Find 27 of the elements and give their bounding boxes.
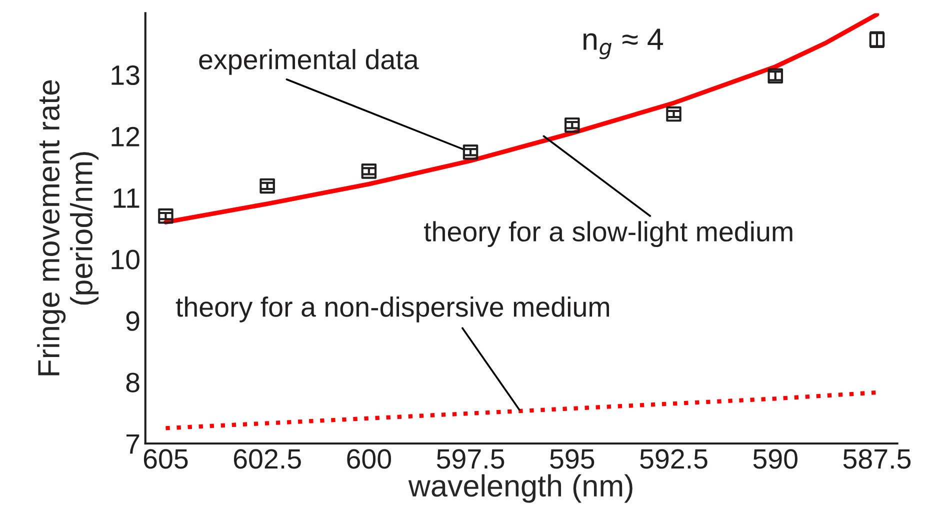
- x-axis-title: wavelength (nm): [408, 474, 632, 503]
- y-tick-label: 7: [126, 434, 140, 454]
- annotation: n$_{g}$ ≈ 4: [584, 28, 664, 60]
- point: [666, 106, 682, 122]
- y-axis-title: Fringe movement rate (period/nm): [37, 80, 99, 376]
- point: [564, 117, 580, 133]
- y-tick-label: 10: [112, 250, 140, 270]
- y-tick-label: 13: [112, 65, 140, 86]
- y-tick-label: 11: [114, 188, 140, 208]
- x-tick-label: 595: [550, 449, 594, 469]
- annotation: theory for a non-dispersive medium: [176, 296, 610, 322]
- point: [158, 208, 174, 224]
- x-tick-label: 597.5: [436, 449, 504, 469]
- x-tick-label: 605: [144, 449, 188, 469]
- point: [260, 178, 275, 194]
- point: [462, 144, 478, 160]
- y-tick-label: 8: [126, 372, 140, 392]
- annotation: experimental data: [199, 49, 419, 75]
- x-tick-label: 587.5: [843, 449, 911, 469]
- y-tick-label: 9: [126, 311, 140, 331]
- annotation: theory for a slow-light medium: [424, 221, 792, 248]
- x-tick-label: 592.5: [640, 449, 708, 469]
- point: [361, 164, 377, 179]
- x-tick-label: 602.5: [234, 449, 301, 469]
- y-tick-label: 12: [112, 126, 140, 146]
- x-tick-label: 600: [347, 449, 392, 469]
- x-tick-label: 590: [753, 449, 798, 469]
